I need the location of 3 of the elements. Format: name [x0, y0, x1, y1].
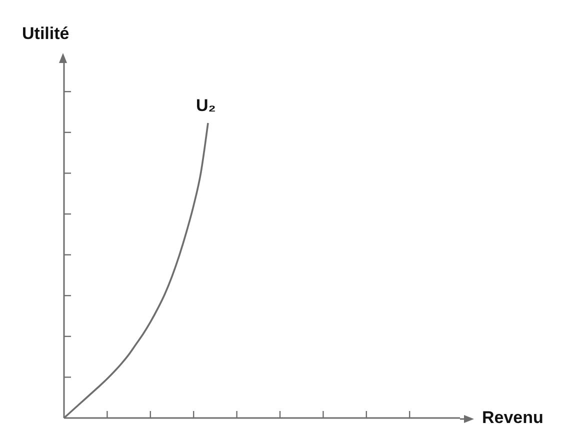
- x-axis-title: Revenu: [482, 408, 544, 428]
- y-axis-title: Utilité: [22, 24, 70, 44]
- series-label: U₂: [196, 96, 216, 115]
